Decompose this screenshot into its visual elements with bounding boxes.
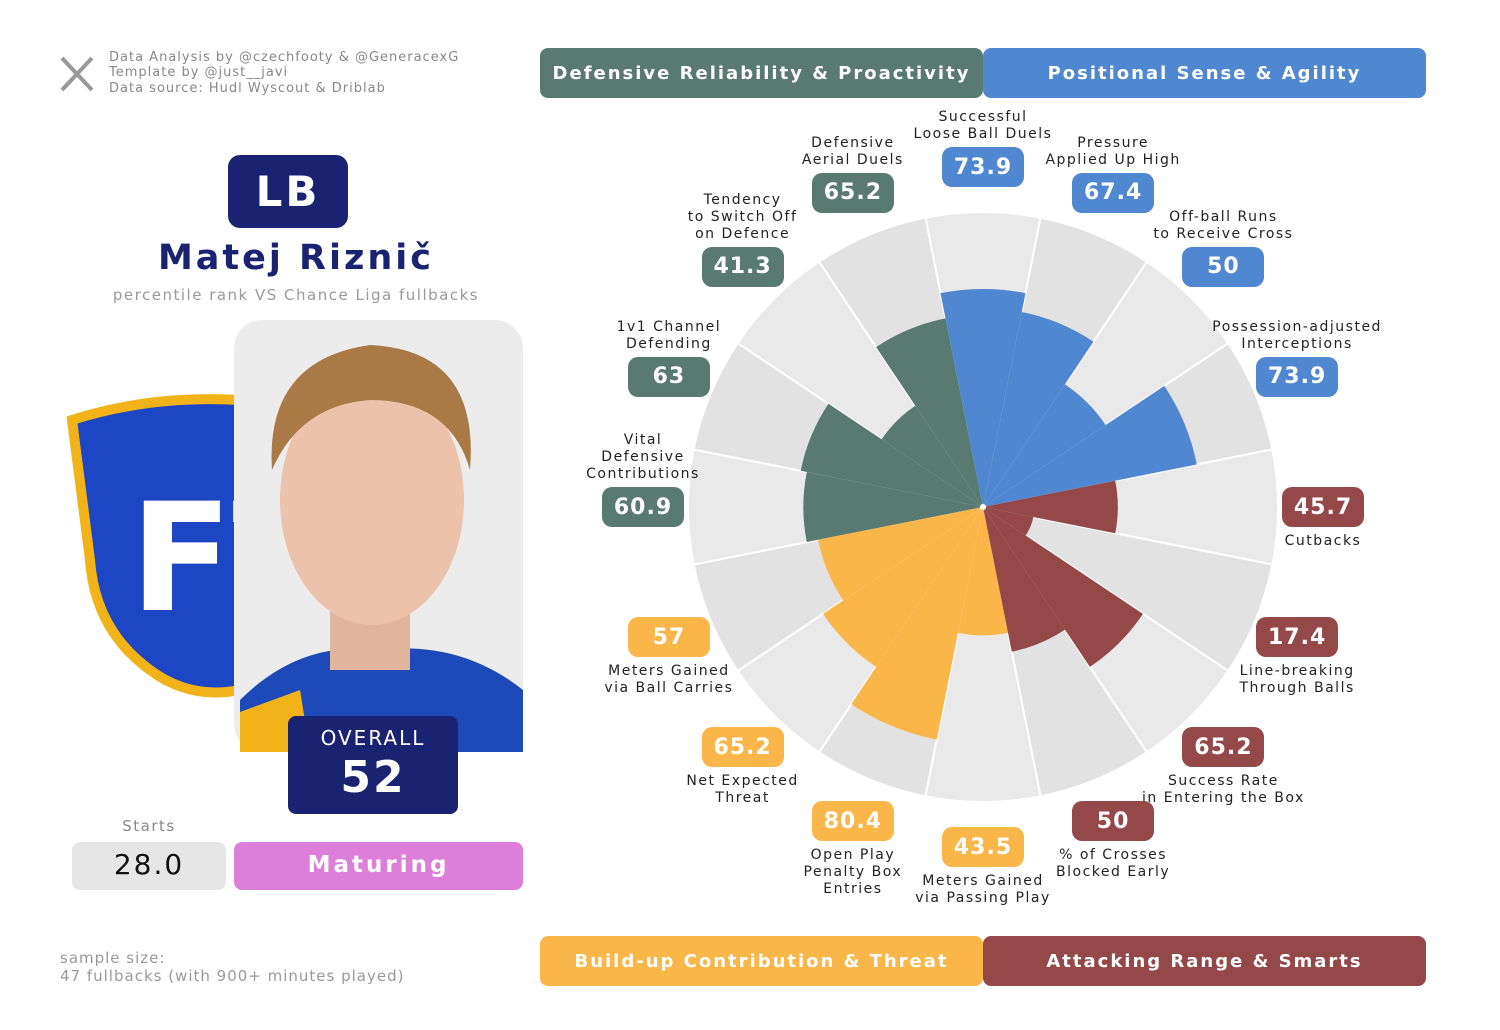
value-label: 65.2 xyxy=(811,172,894,213)
value-label: 65.2 xyxy=(701,727,784,768)
slice-background xyxy=(924,506,1042,803)
bar xyxy=(876,318,983,507)
overall-label: OVERALL xyxy=(320,726,426,750)
category-label: 1v1 Channel Defending xyxy=(616,318,722,352)
category-label: Open Play Penalty Box Entries xyxy=(803,847,903,898)
slice-background xyxy=(982,506,1274,673)
value-label: 17.4 xyxy=(1256,617,1339,658)
category-label: Tendency to Switch Off on Defence xyxy=(687,191,798,242)
group-header: Build-up Contribution & Threat xyxy=(540,936,983,986)
credit: Data source: Hudl Wyscout & Driblab xyxy=(109,81,386,96)
category-label: Line-breaking Through Balls xyxy=(1239,663,1355,697)
starts-label: Starts xyxy=(122,817,176,835)
category-label: Vital Defensive Contributions xyxy=(586,432,700,482)
value-label: 60.9 xyxy=(602,487,684,527)
bar xyxy=(983,507,1034,536)
category-label: Pressure Applied Up High xyxy=(1045,134,1181,168)
category-label: Successful Loose Ball Duels xyxy=(913,109,1053,142)
bar xyxy=(957,507,1009,636)
value-label: 73.9 xyxy=(1256,356,1339,397)
group-header: Positional Sense & Agility xyxy=(983,48,1426,98)
category-label: Defensive Aerial Duels xyxy=(801,134,904,168)
stage-box xyxy=(234,842,523,890)
bar xyxy=(881,405,983,507)
category-label: Meters Gained via Ball Carries xyxy=(604,663,734,697)
category-label: % of Crosses Blocked Early xyxy=(1056,847,1171,881)
starts-box xyxy=(72,842,226,890)
value-label: 43.5 xyxy=(942,827,1024,867)
bar xyxy=(823,507,983,667)
category-label: Cutbacks xyxy=(1284,533,1362,549)
bar xyxy=(983,480,1118,534)
category-label: Meters Gained via Passing Play xyxy=(915,873,1051,906)
club-badge xyxy=(66,394,245,698)
stage: Maturing xyxy=(307,852,450,878)
value-label: 50 xyxy=(1072,801,1155,842)
group-header: Attacking Range & Smarts xyxy=(983,936,1426,986)
overall-value: 52 xyxy=(340,752,406,803)
bar xyxy=(983,385,1197,507)
photo-hair xyxy=(271,345,471,470)
value-label: 50 xyxy=(1182,246,1265,287)
value-label: 80.4 xyxy=(811,801,894,842)
sample-label: sample size: xyxy=(60,949,166,967)
photo-face xyxy=(280,375,464,625)
value-label: 45.7 xyxy=(1282,487,1364,527)
player-name: Matej Riznič xyxy=(157,238,435,278)
category-label: Net Expected Threat xyxy=(686,773,799,807)
bar xyxy=(983,311,1094,507)
credit: Data Analysis by @czechfooty & @Generace… xyxy=(109,50,460,65)
sample-text: 47 fullbacks (with 900+ minutes played) xyxy=(60,967,405,985)
bar xyxy=(851,507,983,740)
x-logo xyxy=(60,56,94,92)
credit: Template by @just__javi xyxy=(109,65,289,80)
value-label: 63 xyxy=(627,356,710,397)
bar xyxy=(983,384,1106,507)
slice-background xyxy=(982,448,1279,566)
value-label: 73.9 xyxy=(942,147,1024,187)
pizza xyxy=(687,211,1279,803)
bar xyxy=(800,403,983,507)
value-label: 67.4 xyxy=(1072,172,1155,213)
position: LB xyxy=(255,167,321,216)
category-label: Possession-adjusted Interceptions xyxy=(1212,318,1382,352)
position-box xyxy=(228,155,348,228)
starts-value: 28.0 xyxy=(113,848,185,881)
subtitle: percentile rank VS Chance Liga fullbacks xyxy=(112,286,480,304)
value-label: 41.3 xyxy=(701,246,784,287)
category-label: Success Rate in Entering the Box xyxy=(1141,773,1305,807)
value-label: 57 xyxy=(627,617,710,658)
bar xyxy=(940,288,1026,507)
overall-box xyxy=(288,716,458,814)
bar xyxy=(818,507,983,601)
group-header: Defensive Reliability & Proactivity xyxy=(540,48,983,98)
bar xyxy=(803,471,983,543)
value-label: 65.2 xyxy=(1182,727,1265,768)
bar xyxy=(983,507,1065,652)
center xyxy=(980,504,986,510)
category-label: Off-ball Runs to Receive Cross xyxy=(1153,208,1294,242)
bar xyxy=(983,507,1143,667)
